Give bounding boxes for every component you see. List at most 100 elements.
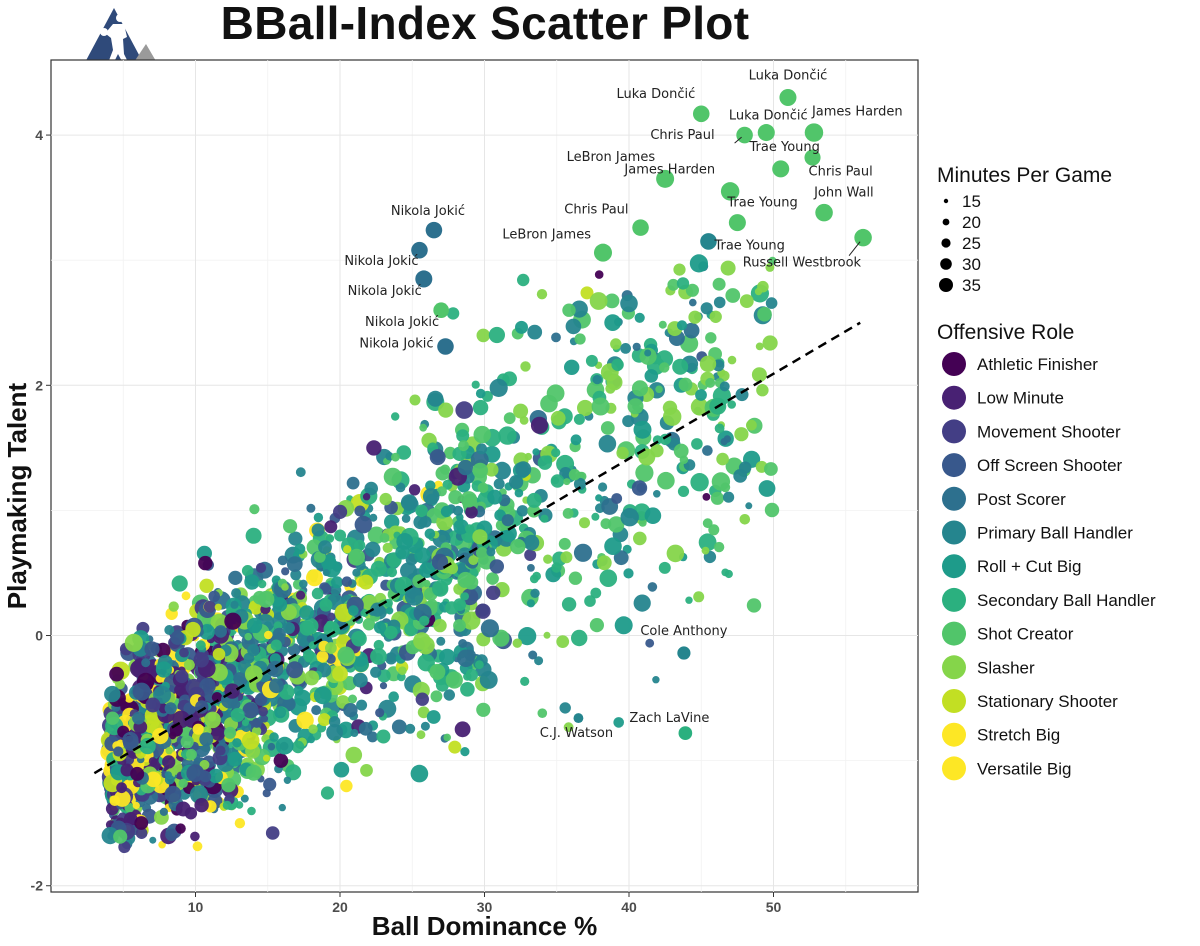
role-legend-swatch (942, 520, 966, 545)
scatter-point (627, 398, 644, 415)
scatter-point (623, 568, 634, 579)
size-legend-label: 30 (962, 255, 981, 274)
scatter-point (720, 260, 736, 276)
scatter-point (328, 716, 341, 728)
scatter-point (571, 629, 588, 647)
size-legend-dot (940, 258, 952, 270)
scatter-point (751, 367, 767, 383)
role-legend-swatch (942, 722, 966, 747)
scatter-point (526, 599, 536, 608)
scatter-point (354, 515, 373, 534)
role-legend-swatch (942, 352, 966, 376)
scatter-point (231, 588, 242, 599)
scatter-point (489, 378, 508, 397)
scatter-point (257, 579, 267, 589)
scatter-point (313, 686, 332, 705)
scatter-point (270, 639, 282, 651)
scatter-point (275, 736, 294, 755)
scatter-point (456, 429, 470, 443)
scatter-point (590, 587, 602, 599)
x-tick-label: 50 (766, 899, 782, 915)
scatter-point (427, 390, 444, 407)
role-legend-swatch (942, 587, 966, 612)
scatter-point (683, 322, 700, 339)
role-legend-label: Movement Shooter (977, 422, 1121, 441)
scatter-point (316, 650, 329, 663)
scatter-point (430, 690, 443, 703)
scatter-point (185, 749, 197, 760)
scatter-point (354, 505, 366, 517)
scatter-point (130, 766, 145, 781)
scatter-point (199, 770, 212, 783)
scatter-point (115, 679, 125, 690)
scatter-point (543, 631, 551, 639)
scatter-point (327, 612, 336, 621)
point-label: Cole Anthony (640, 624, 727, 639)
scatter-point (432, 580, 449, 597)
scatter-point (348, 548, 365, 566)
scatter-point (356, 699, 368, 711)
scatter-point (273, 753, 289, 768)
scatter-point (443, 689, 455, 701)
scatter-point (263, 777, 277, 792)
scatter-point (516, 505, 529, 517)
scatter-point (247, 644, 260, 657)
scatter-point (486, 585, 501, 600)
scatter-point (295, 467, 306, 478)
scatter-point (713, 296, 726, 309)
scatter-point (458, 440, 469, 452)
scatter-point (527, 564, 535, 572)
scatter-point (515, 461, 532, 478)
scatter-point (520, 676, 530, 687)
scatter-point (164, 774, 175, 785)
scatter-point (488, 326, 505, 344)
scatter-point (192, 841, 203, 852)
scatter-point (360, 764, 373, 777)
scatter-point (168, 601, 179, 612)
scatter-point (530, 588, 540, 598)
scatter-point (286, 661, 304, 679)
labeled-point (433, 302, 449, 319)
role-legend-label: Athletic Finisher (977, 355, 1098, 374)
scatter-point (370, 648, 387, 665)
scatter-point (135, 827, 148, 839)
scatter-point (109, 795, 121, 806)
scatter-point (606, 374, 623, 391)
scatter-point (405, 723, 416, 734)
scatter-point (702, 493, 711, 501)
scatter-point (162, 755, 176, 769)
scatter-point (452, 505, 464, 516)
scatter-point (345, 746, 363, 764)
scatter-point (148, 757, 157, 766)
scatter-point (320, 786, 335, 800)
scatter-point (462, 611, 481, 630)
scatter-point (755, 342, 764, 351)
scatter-point (348, 605, 359, 616)
scatter-point (334, 529, 347, 542)
scatter-point (486, 547, 496, 557)
size-legend-dot (943, 198, 949, 204)
x-tick-label: 40 (621, 899, 637, 915)
scatter-point (634, 312, 645, 323)
scatter-point (141, 658, 151, 668)
scatter-point (472, 529, 488, 545)
scatter-point (514, 488, 524, 498)
point-label: Luka Dončić (616, 87, 695, 102)
scatter-point (693, 591, 705, 603)
scatter-point (113, 746, 124, 757)
scatter-point (417, 706, 430, 719)
scatter-point (445, 671, 463, 689)
scatter-point (650, 444, 664, 458)
scatter-point (688, 310, 702, 324)
scatter-point (337, 646, 355, 664)
scatter-point (673, 443, 689, 459)
scatter-points (100, 89, 872, 854)
scatter-point (386, 567, 398, 578)
scatter-point (710, 491, 725, 505)
scatter-point (260, 714, 269, 723)
scatter-point (561, 597, 577, 612)
scatter-point (579, 517, 590, 529)
scatter-point (493, 461, 511, 480)
